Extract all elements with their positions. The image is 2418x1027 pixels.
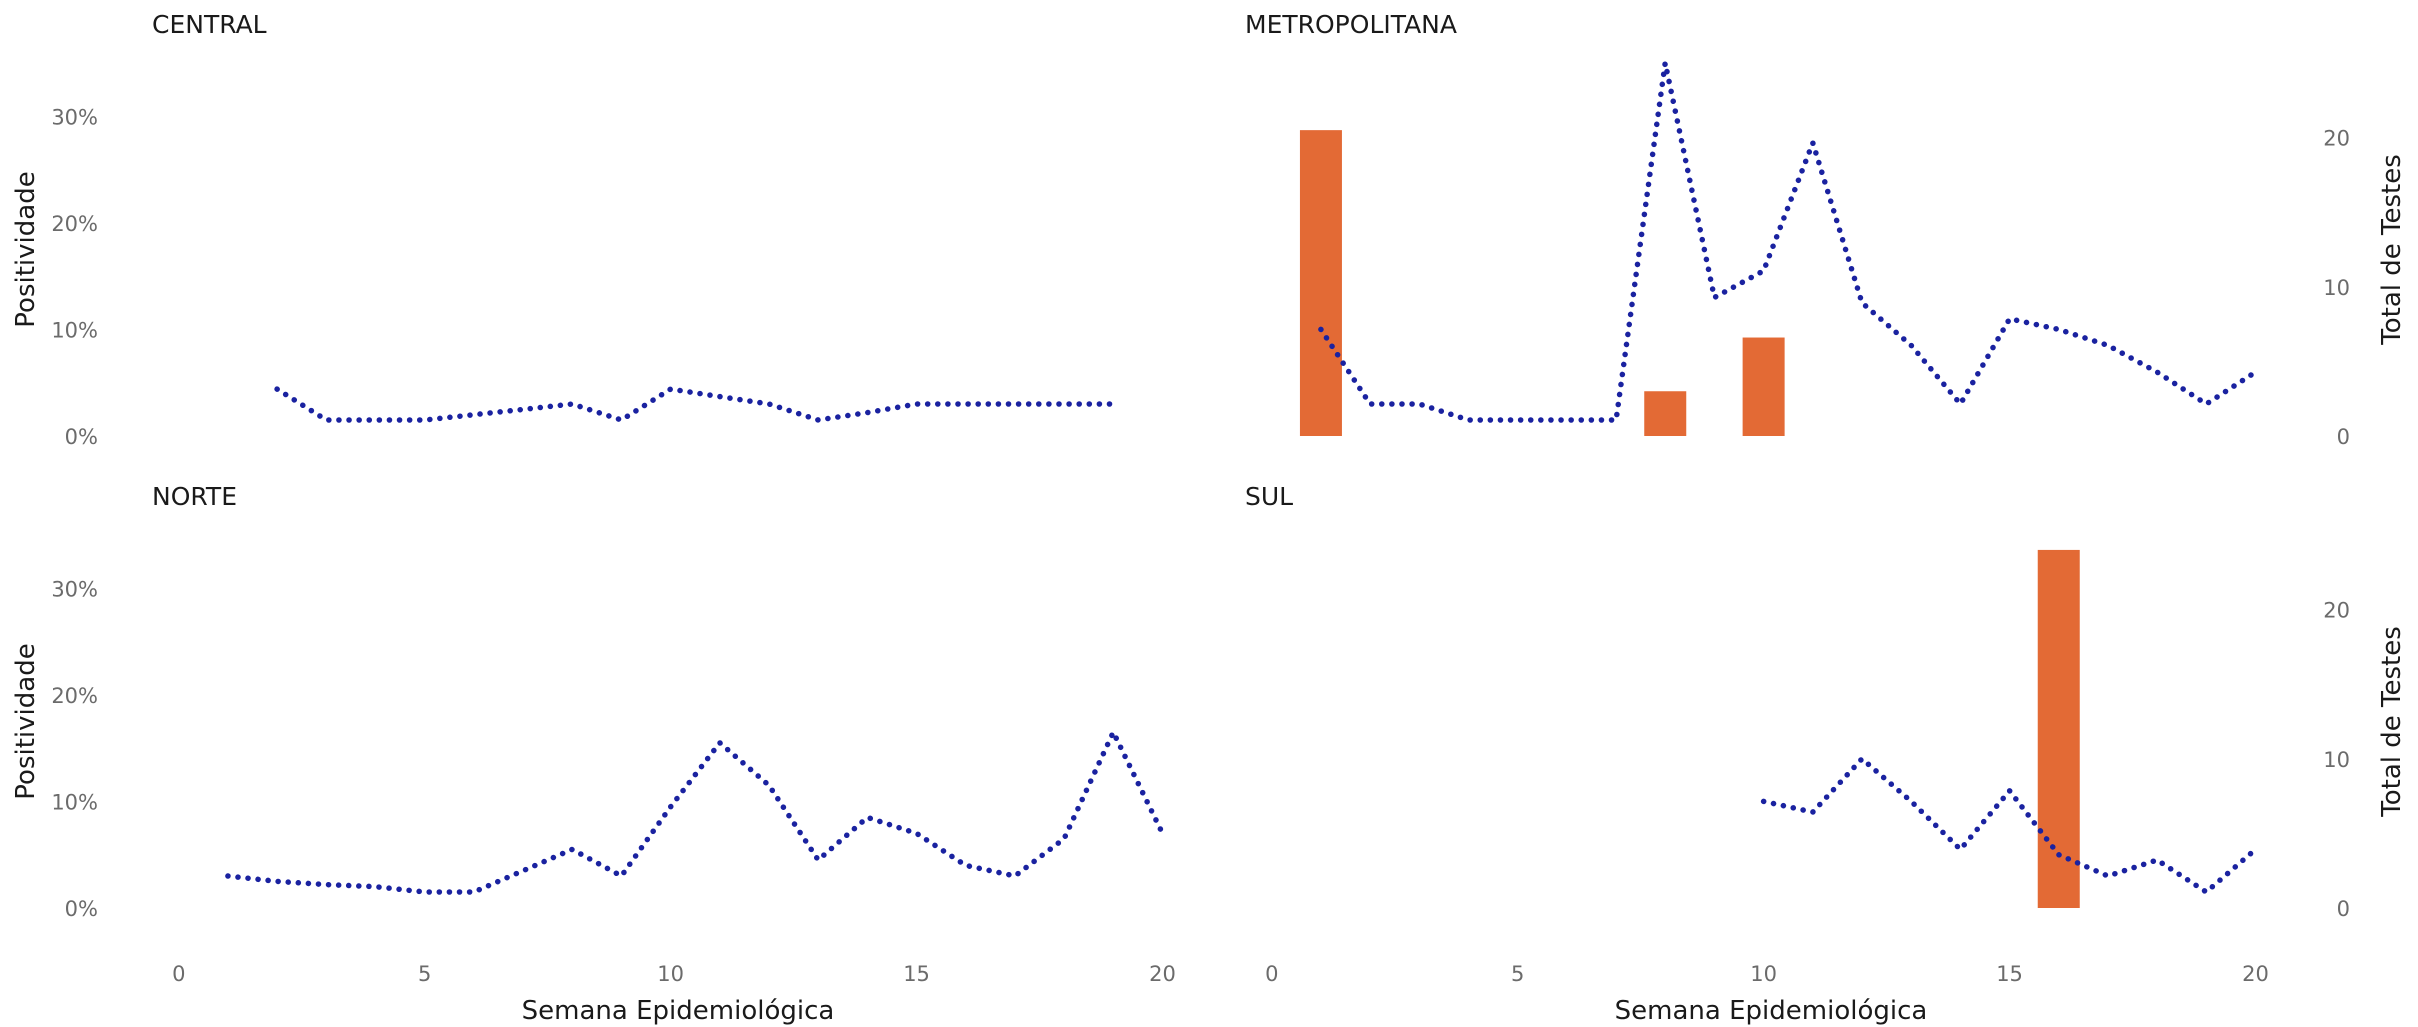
x-tick-label: 5 xyxy=(1511,962,1524,986)
y-tick-label: 10% xyxy=(51,790,98,814)
y-tick-label: 20% xyxy=(51,684,98,708)
x-axis-title: Semana Epidemiológica xyxy=(1615,996,1928,1026)
y2-axis-title: Total de Testes xyxy=(2377,154,2407,346)
y-axis-title: Positividade xyxy=(11,171,41,327)
x-tick-label: 10 xyxy=(657,962,684,986)
panel-title-sul: SUL xyxy=(1245,482,1293,511)
bar-total-testes-week-1 xyxy=(1299,130,1342,436)
y-tick-label: 10% xyxy=(51,318,98,342)
y-tick-label: 0% xyxy=(65,897,98,921)
y2-tick-label: 10 xyxy=(2323,748,2350,772)
y2-tick-label: 20 xyxy=(2323,599,2350,623)
panel-title-norte: NORTE xyxy=(152,482,237,511)
y-axis-title: Positividade xyxy=(11,643,41,799)
x-tick-label: 20 xyxy=(1149,962,1176,986)
x-tick-label: 15 xyxy=(1996,962,2023,986)
y-tick-label: 20% xyxy=(51,212,98,236)
y2-tick-label: 0 xyxy=(2337,425,2350,449)
y2-axis-title: Total de Testes xyxy=(2377,626,2407,818)
y-tick-label: 30% xyxy=(51,577,98,601)
x-tick-label: 10 xyxy=(1750,962,1777,986)
positividade-line-norte xyxy=(225,729,1166,895)
positividade-line-sul xyxy=(1760,756,2259,895)
panel-title-central: CENTRAL xyxy=(152,10,267,39)
x-tick-label: 20 xyxy=(2242,962,2269,986)
y2-tick-label: 10 xyxy=(2323,276,2350,300)
panel-title-metropolitana: METROPOLITANA xyxy=(1245,10,1457,39)
y2-tick-label: 20 xyxy=(2323,127,2350,151)
bar-total-testes-week-8 xyxy=(1644,391,1687,436)
bar-total-testes-week-10 xyxy=(1742,337,1785,436)
y-tick-label: 30% xyxy=(51,105,98,129)
bar-total-testes-week-16 xyxy=(2037,549,2080,908)
y-tick-label: 0% xyxy=(65,425,98,449)
x-tick-label: 0 xyxy=(1265,962,1278,986)
y2-tick-label: 0 xyxy=(2337,897,2350,921)
positividade-line-metropolitana xyxy=(1318,60,2259,423)
x-axis-title: Semana Epidemiológica xyxy=(522,996,835,1026)
x-tick-label: 15 xyxy=(903,962,930,986)
x-tick-label: 5 xyxy=(418,962,431,986)
positividade-line-central xyxy=(274,386,1117,423)
x-tick-label: 0 xyxy=(172,962,185,986)
